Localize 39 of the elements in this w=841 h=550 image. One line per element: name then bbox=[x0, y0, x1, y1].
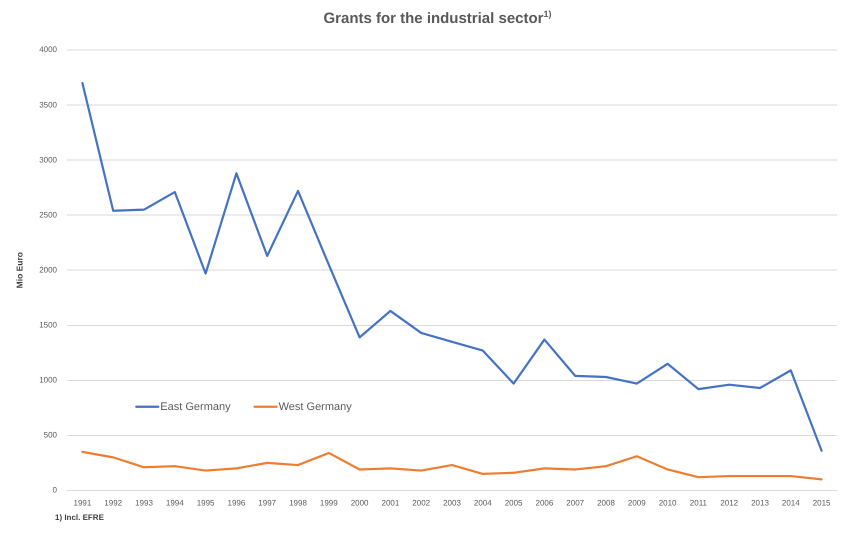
x-tick-label: 1993 bbox=[135, 498, 154, 508]
x-tick-label: 2003 bbox=[443, 498, 462, 508]
y-tick-label: 4000 bbox=[39, 45, 58, 54]
y-axis-title: Mio Euro bbox=[14, 252, 24, 288]
x-tick-label: 1991 bbox=[74, 498, 92, 508]
legend-label: East Germany bbox=[160, 400, 232, 413]
text: 1) Incl. EFRE bbox=[55, 513, 104, 522]
y-tick-label: 3000 bbox=[39, 155, 58, 164]
x-tick-label: 1996 bbox=[228, 498, 246, 508]
x-tick-label: 2001 bbox=[382, 498, 400, 508]
y-tick-label: 3500 bbox=[39, 100, 58, 110]
x-tick-label: 2006 bbox=[536, 498, 554, 508]
x-tick-label: 2014 bbox=[782, 498, 800, 508]
x-tick-label: 2011 bbox=[690, 498, 708, 508]
x-tick-label: 2005 bbox=[504, 498, 524, 508]
legend-label: West Germany bbox=[278, 400, 352, 413]
y-tick-label: 2000 bbox=[39, 265, 58, 274]
y-tick-label: 1000 bbox=[39, 376, 58, 385]
x-tick-label: 1994 bbox=[166, 498, 184, 508]
x-tick-label: 2012 bbox=[720, 498, 739, 508]
x-tick-label: 1998 bbox=[289, 498, 308, 508]
x-tick-label: 2009 bbox=[628, 498, 646, 508]
y-tick-label: 1500 bbox=[39, 320, 58, 330]
x-tick-label: 2015 bbox=[812, 498, 832, 508]
x-tick-label: 2007 bbox=[566, 498, 585, 508]
x-tick-label: 1995 bbox=[196, 498, 216, 508]
x-tick-label: 2010 bbox=[658, 498, 678, 508]
x-tick-label: 2004 bbox=[474, 498, 492, 508]
x-tick-label: 2002 bbox=[412, 498, 431, 508]
x-tick-label: 2013 bbox=[751, 498, 770, 508]
x-tick-label: 1997 bbox=[258, 498, 277, 508]
y-tick-label: 500 bbox=[44, 430, 58, 440]
x-tick-label: 2008 bbox=[597, 498, 616, 508]
x-tick-label: 2000 bbox=[350, 498, 370, 508]
x-tick-label: 1999 bbox=[320, 498, 338, 508]
x-tick-label: 1992 bbox=[104, 498, 123, 508]
y-tick-label: 2500 bbox=[39, 210, 58, 220]
y-tick-label: 0 bbox=[52, 486, 58, 495]
chart-title: Grants for the industrial sector$^{1)}$ bbox=[322, 9, 553, 27]
